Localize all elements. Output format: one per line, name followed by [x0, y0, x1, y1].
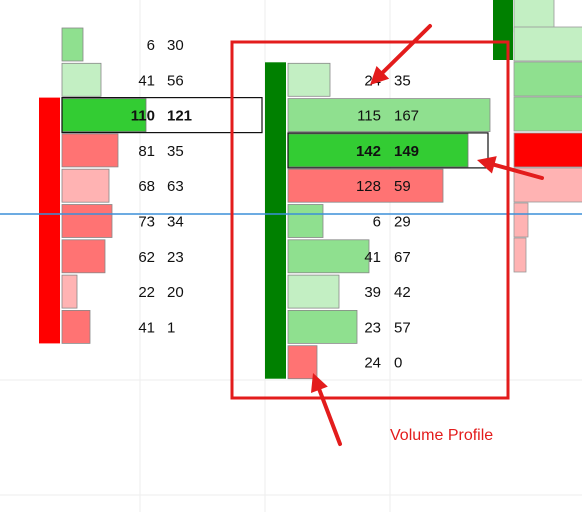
profile-bar-1-7: [287, 309, 358, 344]
bid-volume-label: 68: [138, 178, 155, 195]
profile-bar-1-8: [287, 345, 318, 380]
profile-bar-0-5: [61, 204, 113, 238]
volume-profile-label: Volume Profile: [390, 427, 494, 444]
ask-volume-label: 67: [394, 249, 411, 266]
poc-highlight-box-0: [61, 96, 263, 134]
arrow-to-poc-head: [477, 156, 497, 174]
partial-profile-bar-1: [513, 26, 582, 62]
candle-bar-0: [39, 97, 60, 344]
partial-candle-bar: [493, 0, 513, 60]
profile-bar-0-7: [61, 274, 78, 309]
ask-volume-label: 35: [167, 143, 184, 160]
volume-profile-highlight-box: [230, 40, 510, 400]
arrow-to-profile-head: [310, 373, 328, 394]
ask-volume-label: 59: [394, 178, 411, 195]
ask-volume-label: 23: [167, 249, 184, 266]
profile-bar-0-3: [61, 133, 119, 168]
ask-volume-label: 63: [167, 178, 184, 195]
profile-bar-1-1: [287, 98, 491, 132]
partial-profile-bar-2: [513, 61, 582, 97]
ask-volume-label: 20: [167, 284, 184, 301]
ask-volume-label: 149: [394, 143, 419, 160]
ask-volume-label: 1: [167, 319, 175, 336]
bid-volume-label: 115: [357, 108, 381, 125]
profile-bar-poc-1: [287, 133, 469, 168]
bid-volume-label: 73: [138, 214, 155, 231]
bid-volume-label: 39: [364, 284, 381, 301]
arrow-to-profile-shaft: [317, 387, 342, 446]
profile-bar-1-4: [287, 204, 324, 238]
bid-volume-label: 6: [373, 214, 381, 231]
ask-volume-label: 0: [394, 355, 402, 372]
bid-volume-label: 41: [138, 72, 155, 89]
partial-profile-bar-3: [513, 96, 582, 132]
arrow-to-poc-shaft: [492, 162, 544, 180]
bid-volume-label: 81: [138, 143, 155, 160]
partial-profile-bar-7: [513, 237, 527, 273]
bid-volume-label: 6: [147, 37, 155, 54]
bid-volume-label: 41: [138, 319, 155, 336]
ask-volume-label: 30: [167, 37, 184, 54]
bid-volume-label: 24: [364, 355, 381, 372]
profile-bar-1-6: [287, 274, 340, 309]
candle-bar-1: [265, 62, 286, 379]
ask-volume-label: 57: [394, 319, 411, 336]
ask-volume-label: 121: [167, 108, 192, 125]
bid-volume-label: 110: [131, 108, 155, 125]
ask-volume-label: 29: [394, 214, 411, 231]
profile-bar-0-1: [61, 62, 102, 97]
bid-volume-label: 128: [356, 178, 381, 195]
ask-volume-label: 56: [167, 72, 184, 89]
profile-bar-0-4: [61, 168, 110, 203]
profile-bar-0-0: [61, 27, 84, 62]
bid-volume-label: 41: [364, 249, 381, 266]
profile-bar-0-6: [61, 239, 106, 274]
partial-profile-bar-4: [513, 132, 582, 168]
profile-bar-1-3: [287, 168, 444, 203]
profile-bar-1-0: [287, 62, 331, 97]
ask-volume-label: 167: [394, 108, 419, 125]
arrow-to-top-row-shaft: [380, 24, 432, 75]
profile-bar-0-8: [61, 309, 91, 344]
bid-volume-label: 142: [356, 143, 381, 160]
bid-volume-label: 22: [138, 284, 155, 301]
ask-volume-label: 34: [167, 214, 184, 231]
bid-volume-label: 23: [364, 319, 381, 336]
bid-volume-label: 62: [138, 249, 155, 266]
profile-bar-poc-0: [61, 98, 147, 132]
partial-profile-bar-6: [513, 202, 529, 238]
profile-bar-1-5: [287, 239, 370, 274]
arrow-to-top-row-head: [370, 65, 390, 85]
ask-volume-label: 35: [394, 72, 411, 89]
ask-volume-label: 42: [394, 284, 411, 301]
poc-highlight-box-1: [287, 132, 489, 169]
